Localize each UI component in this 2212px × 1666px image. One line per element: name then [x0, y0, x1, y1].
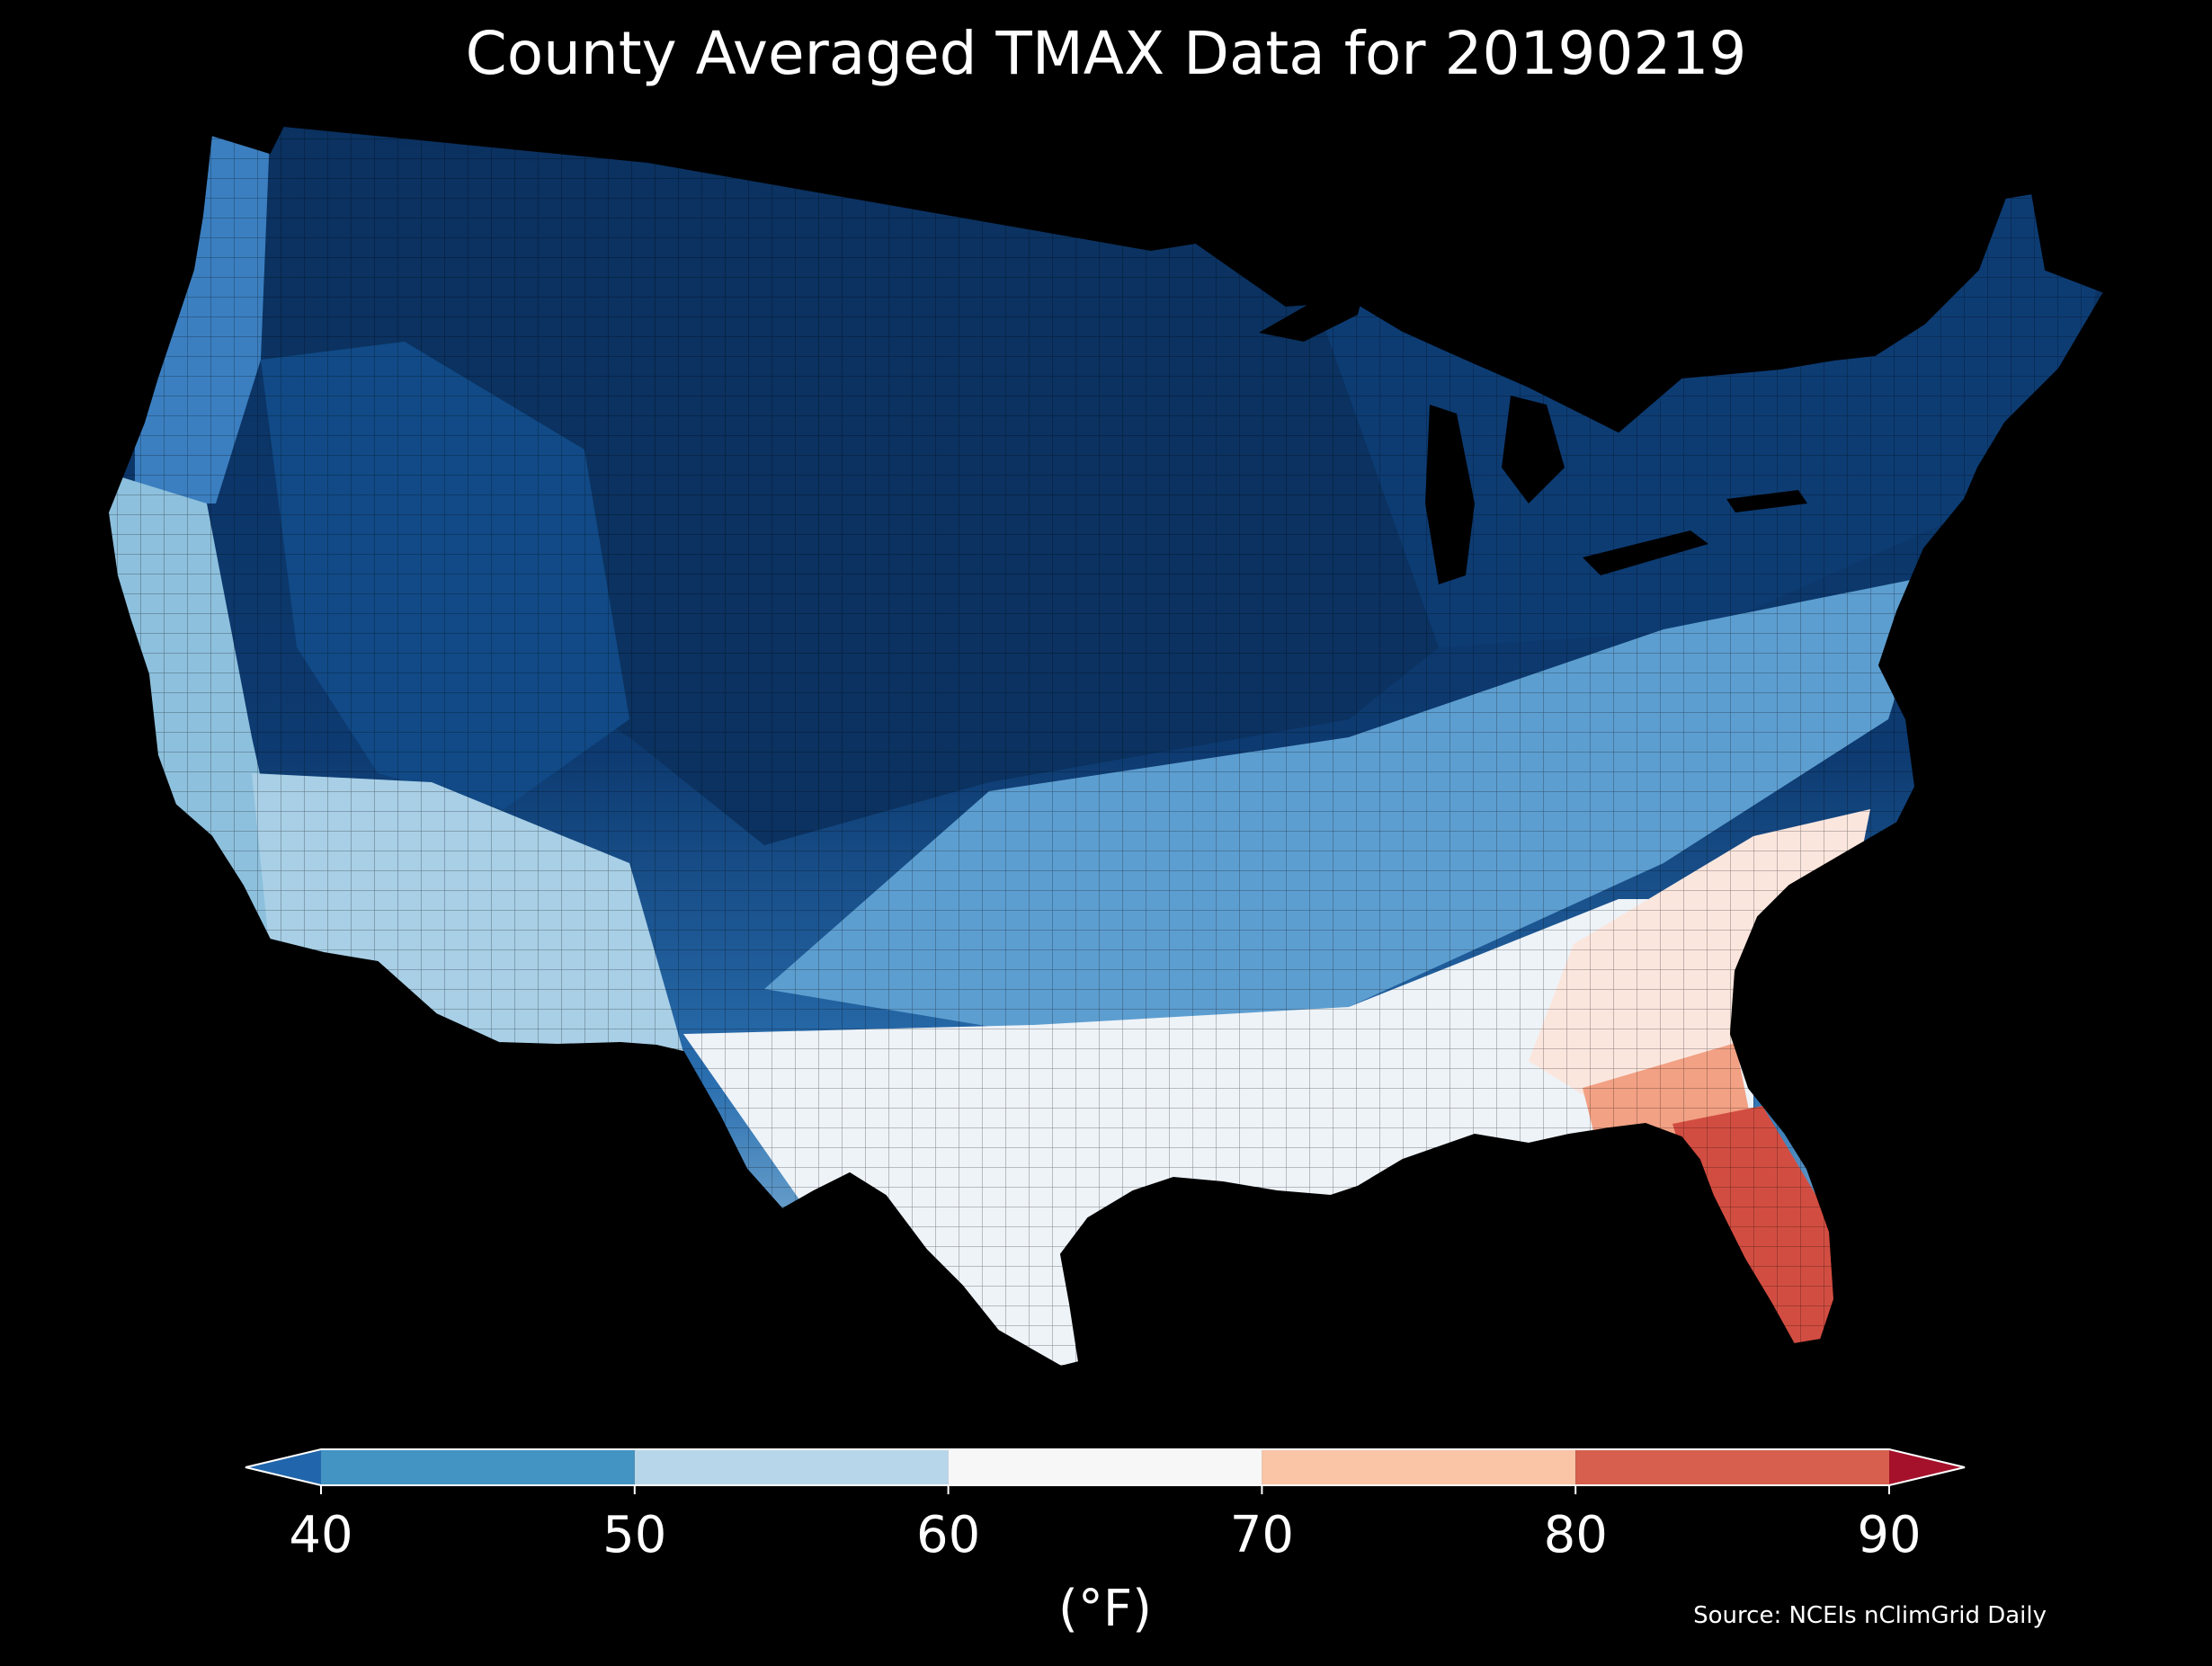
- source-note: Source: NCEIs nClimGrid Daily: [1693, 1602, 2047, 1629]
- colorbar-tick-label: 40: [289, 1506, 352, 1564]
- colorbar-bin: [321, 1449, 635, 1485]
- colorbar-bin: [1575, 1449, 1889, 1485]
- colorbar-bin: [948, 1449, 1262, 1485]
- lake-erie: [1583, 530, 1708, 575]
- colorbar-extend-high: [1889, 1449, 1965, 1485]
- lake-ontario: [1726, 490, 1807, 512]
- colorbar-bin: [634, 1449, 949, 1485]
- colorbar-tick-label: 90: [1857, 1506, 1921, 1564]
- map-title: County Averaged TMAX Data for 20190219: [465, 19, 1747, 88]
- lake-superior: [1259, 279, 1367, 342]
- lake-michigan: [1425, 405, 1475, 584]
- colorbar-tick-label: 60: [916, 1506, 980, 1564]
- lake-huron: [1502, 396, 1565, 503]
- colorbar-label: (°F): [1058, 1580, 1152, 1638]
- colorbar-tick-label: 70: [1230, 1506, 1294, 1564]
- colorbar-extend-low: [245, 1449, 321, 1485]
- colorbar-tick-label: 80: [1544, 1506, 1608, 1564]
- great-lakes: [1259, 279, 1807, 584]
- colorbar-tick-label: 50: [602, 1506, 666, 1564]
- colorbar-bin: [1262, 1449, 1576, 1485]
